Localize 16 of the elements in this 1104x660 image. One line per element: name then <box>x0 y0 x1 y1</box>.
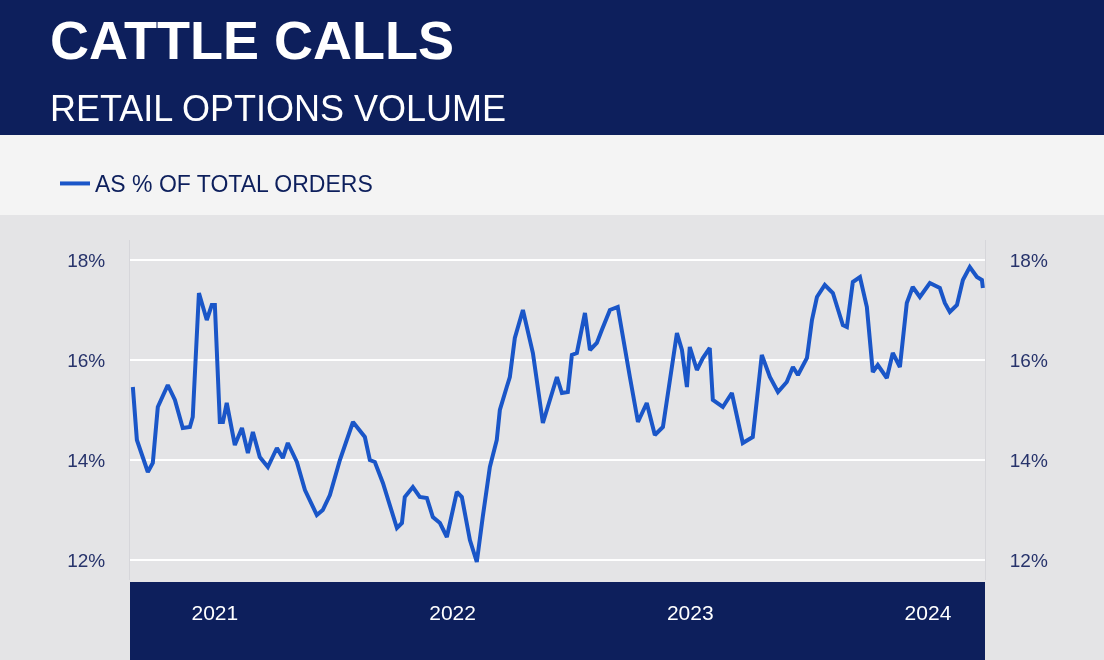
x-tick-label: 2021 <box>191 601 239 624</box>
legend-label: AS % OF TOTAL ORDERS <box>95 171 373 198</box>
x-tick-label: 2022 <box>429 601 476 624</box>
y2-tick-label: 18% <box>1009 249 1048 271</box>
y2-tick-label: 14% <box>1009 449 1048 471</box>
y-tick-label: 16% <box>67 349 106 371</box>
y-tick-label: 18% <box>67 249 106 271</box>
line-series <box>130 265 985 564</box>
chart-subtitle: RETAIL OPTIONS VOLUME <box>50 88 507 129</box>
x-tick-label: 2023 <box>666 601 714 624</box>
y2-tick-label: 12% <box>1009 549 1048 571</box>
y2-tick-label: 16% <box>1009 349 1048 371</box>
x-tick-label: 2024 <box>904 601 952 624</box>
chart-title: CATTLE CALLS <box>50 10 454 70</box>
y-tick-label: 12% <box>67 549 106 571</box>
y-tick-label: 14% <box>67 449 106 471</box>
